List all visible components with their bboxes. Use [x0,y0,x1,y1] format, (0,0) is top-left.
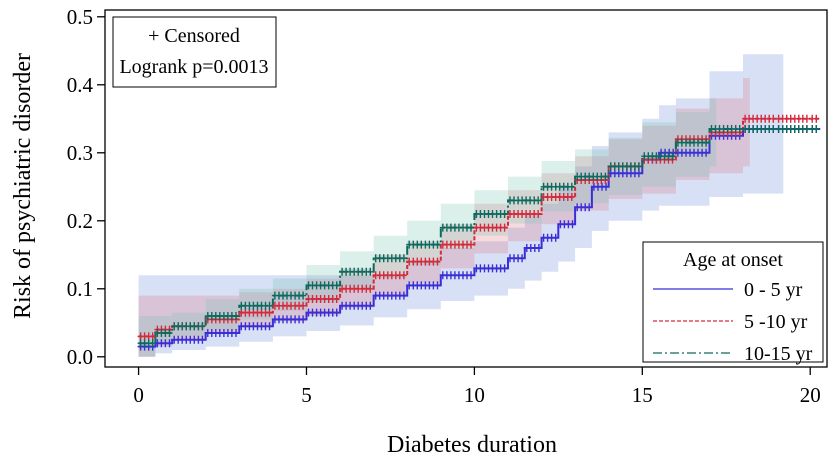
censor-mark-5-10-yr [803,114,810,123]
censor-mark-10-15-yr [602,172,609,181]
x-tick-label: 5 [301,383,312,407]
censor-mark-10-15-yr [400,254,407,263]
censor-mark-10-15-yr [568,182,575,191]
y-tick-label: 0.5 [67,5,93,29]
censor-mark-5-10-yr [266,308,273,317]
censor-mark-10-15-yr [635,162,642,171]
censor-mark-0-5-yr [300,315,307,324]
censor-marks [137,114,820,351]
info-box-frame [112,16,277,88]
y-axis-ticks: 0.0 0.1 0.2 0.3 0.4 0.5 [67,5,105,369]
censor-mark-0-5-yr [233,329,239,337]
censor-mark-0-5-yr [703,148,710,157]
censor-mark-10-15-yr [149,339,156,348]
censor-mark-0-5-yr [400,291,407,300]
logrank-label: Logrank p=0.0013 [119,56,268,78]
x-tick-label: 15 [632,383,653,407]
censor-mark-0-5-yr [569,220,576,229]
censor-mark-10-15-yr [199,322,206,331]
censor-mark-0-5-yr [166,339,173,348]
censor-mark-5-10-yr [468,240,474,249]
info-box: + Censored Logrank p=0.0013 [112,16,277,88]
censor-mark-0-5-yr [434,281,441,290]
confidence-band-5-10-yr [138,78,750,357]
censor-mark-5-10-yr [770,114,777,123]
censor-mark-0-5-yr [468,271,474,280]
censor-mark-10-15-yr [813,125,820,133]
censor-mark-5-10-yr [813,114,820,123]
censor-mark-10-15-yr [535,196,542,205]
y-tick-label: 0.3 [67,141,93,165]
censor-mark-5-10-yr [568,193,575,201]
censored-label: + Censored [148,25,240,47]
confidence-band-0-5-yr [138,54,784,357]
censor-mark-0-5-yr [635,169,642,178]
censor-mark-10-15-yr [669,152,676,161]
legend-frame [642,241,824,363]
censor-mark-0-5-yr [367,301,374,310]
x-tick-label: 20 [800,383,821,407]
censor-mark-10-15-yr [501,210,508,218]
censor-mark-0-5-yr [552,233,559,242]
censor-mark-10-15-yr [233,312,239,320]
censor-mark-0-5-yr [266,322,273,331]
censor-mark-10-15-yr [703,138,710,147]
y-tick-label: 0.0 [67,345,93,369]
censor-mark-10-15-yr [300,291,307,300]
censor-mark-10-15-yr [166,329,173,337]
legend-title: Age at onset [683,249,783,271]
censor-mark-5-10-yr [333,295,340,303]
legend-label-0-5: 0 - 5 yr [744,279,803,301]
censor-mark-0-5-yr [586,203,593,212]
x-tick-label: 10 [464,383,485,407]
legend-label-10-15: 10-15 yr [744,343,813,365]
censor-mark-0-5-yr [199,335,206,344]
censor-mark-0-5-yr [535,244,542,252]
censor-mark-10-15-yr [333,281,340,290]
x-tick-label: 0 [133,383,144,407]
censor-mark-5-10-yr [434,257,441,266]
censor-mark-5-10-yr [535,210,542,218]
x-axis-ticks: 0 5 10 15 20 [133,367,821,407]
censor-mark-5-10-yr [367,284,374,293]
censor-mark-5-10-yr [501,223,508,232]
censor-mark-10-15-yr [736,125,743,133]
censor-mark-5-10-yr [300,301,307,310]
censor-mark-0-5-yr [501,264,508,273]
censor-mark-10-15-yr [770,125,777,133]
y-tick-label: 0.1 [67,277,93,301]
censor-mark-10-15-yr [434,240,441,249]
censor-mark-10-15-yr [266,301,273,310]
censor-mark-5-10-yr [400,271,407,280]
y-axis-title: Risk of psychiatric disorder [10,53,36,319]
legend-label-5-10: 5 -10 yr [744,311,808,333]
plot-frame [104,9,828,368]
censor-mark-10-15-yr [468,223,474,232]
legend: Age at onset 0 - 5 yr 5 -10 yr 10-15 yr [642,241,824,365]
y-tick-label: 0.2 [67,209,93,233]
censor-mark-10-15-yr [803,125,810,133]
censor-mark-10-15-yr [367,267,374,276]
censor-mark-0-5-yr [519,254,526,263]
censor-mark-0-5-yr [603,182,609,191]
y-tick-label: 0.4 [67,73,94,97]
x-axis-title: Diabetes duration [387,432,557,458]
censor-mark-0-5-yr [333,308,340,317]
censor-mark-5-10-yr [149,332,156,341]
